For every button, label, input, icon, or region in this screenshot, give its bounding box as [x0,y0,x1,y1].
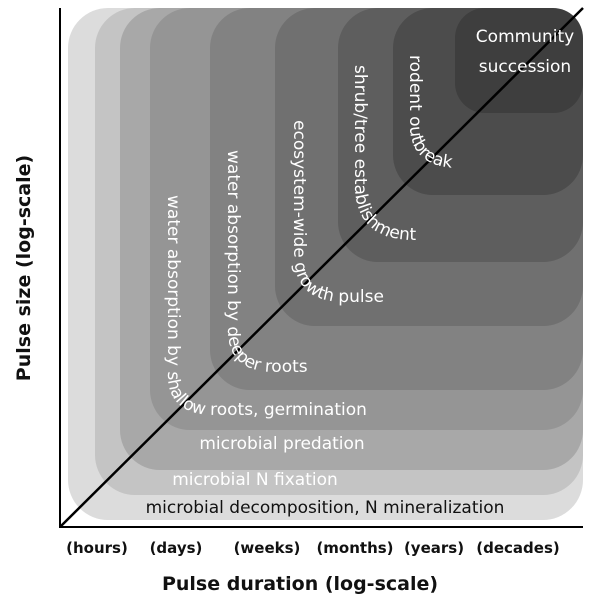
x-tick-label: (weeks) [234,539,301,557]
x-tick-label: (days) [150,539,203,557]
zone-label: microbial decomposition, N mineralizatio… [146,498,505,518]
diagonal [59,7,584,528]
x-ticks: (hours) (days) (weeks) (months) (years) (deca… [66,539,560,557]
zone-label: microbial predation [199,434,364,454]
zone-label: Community [476,27,574,47]
x-tick-label: (months) [316,539,393,557]
zone-label: microbial N fixation [172,470,338,490]
x-tick-label: (hours) [66,539,128,557]
y-axis-label: Pulse size (log-scale) [13,155,35,381]
x-tick-label: (years) [404,539,464,557]
zone [455,8,583,113]
x-axis-label: Pulse duration (log-scale) [162,573,438,595]
zone-label: succession [479,57,571,77]
x-tick-label: (decades) [476,539,559,557]
